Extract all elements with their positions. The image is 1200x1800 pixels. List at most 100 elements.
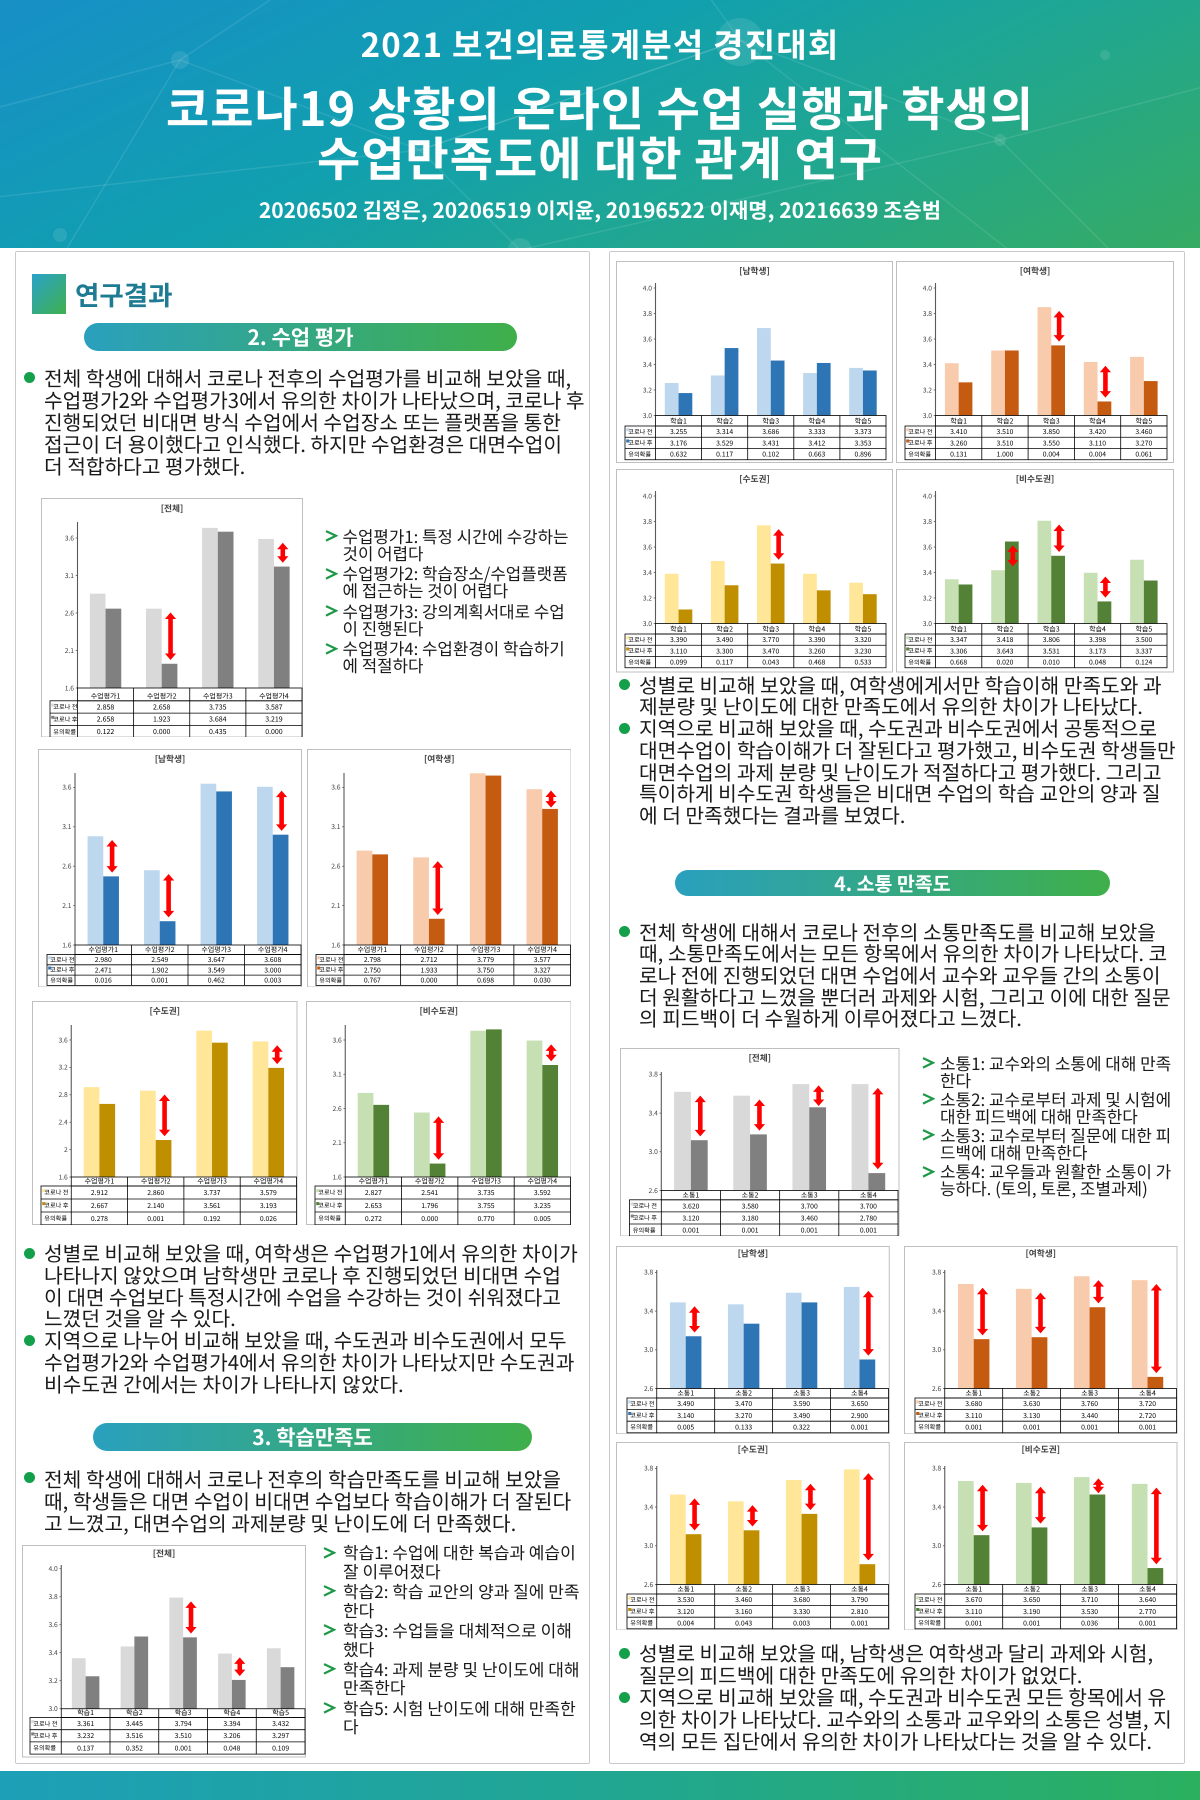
svg-text:[남학생]: [남학생]: [739, 264, 770, 277]
svg-text:0.004: 0.004: [1089, 449, 1106, 459]
svg-text:코로나 전: 코로나 전: [631, 1595, 655, 1604]
svg-text:3.6: 3.6: [642, 541, 652, 551]
svg-text:0.124: 0.124: [1135, 657, 1152, 667]
svg-text:0.048: 0.048: [1089, 657, 1106, 667]
svg-text:코로나 후: 코로나 후: [908, 438, 932, 447]
svg-text:3.6: 3.6: [332, 1034, 342, 1044]
svg-text:3.4: 3.4: [649, 1107, 659, 1117]
svg-text:2.780: 2.780: [860, 1212, 877, 1222]
svg-text:3.2: 3.2: [923, 592, 933, 602]
svg-text:수업평가1: 수업평가1: [357, 945, 387, 955]
svg-text:1.933: 1.933: [420, 964, 437, 974]
svg-text:3.4: 3.4: [932, 1305, 942, 1315]
svg-text:0.468: 0.468: [808, 657, 825, 667]
svg-text:3.470: 3.470: [735, 1398, 752, 1408]
svg-text:0.004: 0.004: [677, 1617, 694, 1627]
svg-text:0.632: 0.632: [670, 449, 687, 459]
svg-text:4.0: 4.0: [923, 490, 933, 500]
svg-text:학습3: 학습3: [175, 1708, 192, 1718]
svg-text:3.330: 3.330: [793, 1605, 810, 1615]
svg-text:학습2: 학습2: [716, 625, 733, 635]
svg-text:0.133: 0.133: [735, 1421, 752, 1431]
svg-text:3.1: 3.1: [65, 569, 75, 579]
svg-text:[여학생]: [여학생]: [1025, 1246, 1056, 1259]
svg-text:3.219: 3.219: [265, 714, 283, 724]
svg-text:3.6: 3.6: [923, 334, 933, 344]
svg-text:3.516: 3.516: [126, 1730, 143, 1740]
svg-text:2.658: 2.658: [97, 714, 115, 724]
svg-text:코로나 후: 코로나 후: [628, 438, 652, 447]
svg-text:수업평가4: 수업평가4: [527, 1177, 557, 1187]
svg-text:3.0: 3.0: [932, 1540, 942, 1550]
svg-text:유의확률: 유의확률: [633, 1225, 656, 1234]
svg-text:3.8: 3.8: [644, 1462, 654, 1472]
svg-text:수업평가1: 수업평가1: [91, 691, 121, 701]
svg-text:2.858: 2.858: [97, 702, 115, 712]
svg-text:3.806: 3.806: [1043, 634, 1060, 644]
svg-text:3.735: 3.735: [477, 1187, 494, 1197]
svg-text:0.698: 0.698: [477, 974, 494, 984]
svg-text:수업평가2: 수업평가2: [141, 1177, 171, 1187]
svg-text:3.460: 3.460: [801, 1212, 818, 1222]
svg-text:3.432: 3.432: [272, 1718, 289, 1728]
svg-text:수업평가1: 수업평가1: [358, 1177, 388, 1187]
svg-text:3.327: 3.327: [533, 964, 550, 974]
svg-text:0.043: 0.043: [762, 657, 779, 667]
svg-text:2.912: 2.912: [91, 1187, 108, 1197]
svg-text:소통2: 소통2: [1023, 1388, 1040, 1398]
svg-text:3.410: 3.410: [950, 426, 967, 436]
svg-text:3.592: 3.592: [533, 1187, 550, 1197]
svg-text:3.8: 3.8: [932, 1462, 942, 1472]
svg-text:코로나 전: 코로나 전: [631, 1399, 655, 1408]
svg-text:3.361: 3.361: [77, 1718, 94, 1728]
svg-text:코로나 후: 코로나 후: [631, 1410, 655, 1419]
svg-text:코로나 전: 코로나 전: [53, 702, 77, 711]
svg-text:0.192: 0.192: [204, 1213, 221, 1223]
svg-text:[전체]: [전체]: [748, 1051, 771, 1064]
svg-text:3.390: 3.390: [670, 634, 687, 644]
svg-text:2.750: 2.750: [363, 964, 380, 974]
svg-text:0.001: 0.001: [965, 1421, 982, 1431]
svg-text:0.668: 0.668: [950, 657, 967, 667]
svg-text:3.630: 3.630: [1023, 1398, 1040, 1408]
svg-text:3.110: 3.110: [965, 1409, 982, 1419]
svg-text:3.6: 3.6: [642, 334, 652, 344]
svg-text:3.0: 3.0: [48, 1703, 58, 1713]
svg-text:3.314: 3.314: [716, 426, 733, 436]
svg-text:3.110: 3.110: [670, 645, 687, 655]
svg-text:3.8: 3.8: [923, 516, 933, 526]
svg-text:3.300: 3.300: [716, 645, 733, 655]
svg-text:수업평가2: 수업평가2: [414, 1177, 444, 1187]
svg-text:학습3: 학습3: [1043, 625, 1060, 635]
svg-text:0.767: 0.767: [363, 974, 380, 984]
svg-text:학습1: 학습1: [950, 417, 967, 427]
svg-text:코로나 후: 코로나 후: [44, 1201, 68, 1210]
svg-text:3.710: 3.710: [1081, 1594, 1098, 1604]
svg-text:3.6: 3.6: [65, 532, 75, 542]
svg-text:0.435: 0.435: [209, 726, 227, 736]
svg-text:코로나 전: 코로나 전: [319, 954, 343, 963]
svg-text:0.048: 0.048: [223, 1742, 240, 1752]
svg-text:2.6: 2.6: [932, 1382, 942, 1392]
svg-text:3.440: 3.440: [1081, 1409, 1098, 1419]
svg-text:2.6: 2.6: [932, 1578, 942, 1588]
svg-text:2.658: 2.658: [153, 702, 171, 712]
svg-text:소통1: 소통1: [965, 1584, 982, 1594]
svg-text:3.530: 3.530: [677, 1594, 694, 1604]
svg-text:학습5: 학습5: [1135, 625, 1152, 635]
svg-text:0.131: 0.131: [950, 449, 967, 459]
svg-text:코로나 후: 코로나 후: [33, 1731, 57, 1740]
svg-text:3.2: 3.2: [923, 385, 933, 395]
svg-text:2.140: 2.140: [147, 1200, 164, 1210]
svg-text:코로나 후: 코로나 후: [918, 1410, 942, 1419]
svg-text:3.333: 3.333: [808, 426, 825, 436]
svg-text:2.827: 2.827: [364, 1187, 381, 1197]
svg-text:코로나 전: 코로나 전: [318, 1188, 342, 1197]
svg-text:[전체]: [전체]: [161, 501, 184, 514]
svg-text:2.653: 2.653: [364, 1200, 381, 1210]
svg-text:0.001: 0.001: [851, 1617, 868, 1627]
svg-text:수업평가4: 수업평가4: [258, 945, 288, 955]
svg-text:3.577: 3.577: [533, 954, 550, 964]
svg-text:3.750: 3.750: [477, 964, 494, 974]
svg-text:3.418: 3.418: [996, 634, 1013, 644]
